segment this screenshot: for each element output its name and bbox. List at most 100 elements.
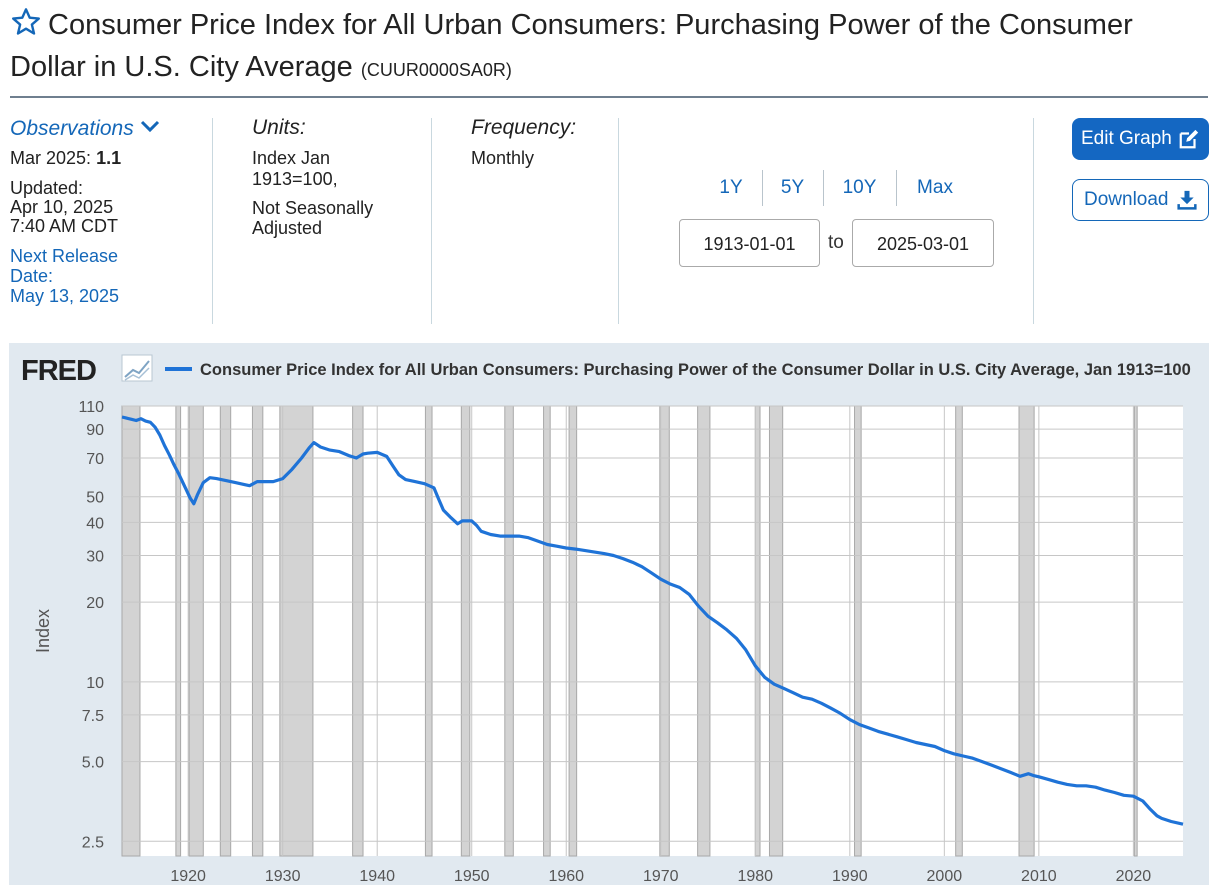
title-line1: Consumer Price Index for All Urban Consu… <box>48 9 1133 41</box>
recession-band <box>188 405 204 857</box>
recession-band <box>955 405 963 857</box>
recession-band <box>754 405 761 857</box>
header-divider <box>10 96 1208 98</box>
latest-observation: Mar 2025: 1.1 <box>10 148 200 169</box>
frequency-panel: Frequency: Monthly <box>471 116 611 169</box>
recession-band <box>1133 405 1138 857</box>
updated-label: Updated: <box>10 178 84 198</box>
title-text: Consumer Price Index for All Urban Consu… <box>10 4 1210 91</box>
chart-panel: FRED Consumer Price Index for All Urban … <box>9 343 1209 885</box>
updated-info: Updated: Apr 10, 2025 7:40 AM CDT <box>10 179 200 236</box>
vertical-gridlines <box>187 406 1134 856</box>
start-date-input[interactable]: 1913-01-01 <box>679 219 820 267</box>
recession-band <box>543 405 551 857</box>
download-button[interactable]: Download <box>1072 179 1209 221</box>
legend-label: Consumer Price Index for All Urban Consu… <box>200 361 1191 379</box>
x-tick-label: 1970 <box>643 868 679 885</box>
observation-value: 1.1 <box>96 148 122 168</box>
fred-logo-text: FRED <box>21 355 96 387</box>
fred-logo: FRED <box>21 354 153 387</box>
tab-divider <box>896 170 897 206</box>
chevron-down-icon <box>140 120 159 133</box>
recession-shading <box>121 405 1138 857</box>
y-tick-label: 50 <box>86 490 104 507</box>
x-axis-labels: 1920 1930 1940 1950 1960 1970 1980 1990 2000 2010… <box>170 868 1151 885</box>
y-tick-label: 40 <box>86 515 104 532</box>
end-date-input[interactable]: 2025-03-01 <box>852 219 994 267</box>
recession-band <box>568 405 578 857</box>
range-tab-max[interactable]: Max <box>917 177 953 198</box>
range-tab-10y[interactable]: 10Y <box>842 177 877 198</box>
y-tick-label: 7.5 <box>82 708 104 725</box>
y-tick-label: 2.5 <box>82 834 104 851</box>
range-to-label: to <box>828 232 844 253</box>
range-tab-1y[interactable]: 1Y <box>719 177 743 198</box>
column-divider <box>431 118 432 324</box>
edit-icon <box>1179 129 1199 149</box>
edit-graph-label: Edit Graph <box>1081 128 1172 149</box>
y-tick-label: 70 <box>86 451 104 468</box>
frequency-label: Frequency: <box>471 116 577 139</box>
observation-date: Mar 2025: <box>10 148 92 168</box>
download-label: Download <box>1084 189 1169 210</box>
range-tabs: 1Y 5Y 10Y Max <box>700 170 980 206</box>
x-tick-label: 1990 <box>832 868 868 885</box>
recession-band <box>219 405 232 857</box>
recession-band <box>1018 405 1035 857</box>
page-title: Consumer Price Index for All Urban Consu… <box>10 4 1210 91</box>
x-tick-label: 2010 <box>1021 868 1057 885</box>
star-outline-icon[interactable] <box>10 6 42 38</box>
x-tick-label: 1960 <box>548 868 584 885</box>
download-icon <box>1177 190 1197 210</box>
x-tick-label: 1950 <box>454 868 490 885</box>
recession-band <box>424 405 433 857</box>
y-tick-label: 10 <box>86 675 104 692</box>
range-tab-5y[interactable]: 5Y <box>780 177 805 198</box>
x-tick-label: 1980 <box>737 868 773 885</box>
updated-date: Apr 10, 2025 <box>10 197 114 217</box>
x-tick-label: 1920 <box>170 868 206 885</box>
y-tick-label: 30 <box>86 548 104 565</box>
frequency-value: Monthly <box>471 148 535 168</box>
y-tick-label: 110 <box>78 399 104 416</box>
series-id: (CUUR0000SA0R) <box>360 60 512 80</box>
recession-band <box>279 405 314 857</box>
recession-band <box>768 405 784 857</box>
y-axis-title: Index <box>33 609 53 653</box>
x-tick-label: 2000 <box>927 868 963 885</box>
title-line2: Dollar in U.S. City Average <box>10 51 353 83</box>
column-divider <box>618 118 619 324</box>
fred-logo-chart-icon <box>121 354 153 382</box>
edit-graph-button[interactable]: Edit Graph <box>1072 118 1209 160</box>
observations-panel: Observations Mar 2025: 1.1 Updated: Apr … <box>10 116 200 306</box>
recession-band <box>121 405 141 857</box>
recession-band <box>854 405 862 857</box>
y-axis-labels: 110 90 70 50 40 30 20 10 7.5 5.0 2.5 <box>78 399 104 851</box>
x-tick-label: 1930 <box>265 868 301 885</box>
y-tick-label: 5.0 <box>82 755 104 772</box>
recession-band <box>251 405 264 857</box>
units-adjustment: Not Seasonally Adjusted <box>252 198 374 238</box>
recession-band <box>504 405 514 857</box>
units-value: Index Jan 1913=100, <box>252 148 338 189</box>
y-tick-label: 20 <box>86 595 104 612</box>
x-tick-label: 1940 <box>359 868 395 885</box>
recession-band <box>460 405 471 857</box>
series-line <box>121 415 1184 826</box>
recession-band <box>352 405 364 857</box>
observations-toggle[interactable]: Observations <box>10 116 200 142</box>
units-label: Units: <box>252 116 306 139</box>
chart-svg: FRED Consumer Price Index for All Urban … <box>21 354 1191 885</box>
tab-divider <box>762 170 763 206</box>
recession-band <box>697 405 711 857</box>
y-tick-label: 90 <box>86 422 104 439</box>
next-release-date: May 13, 2025 <box>10 286 120 306</box>
column-divider <box>212 118 213 324</box>
x-tick-label: 2020 <box>1116 868 1152 885</box>
units-panel: Units: Index Jan 1913=100, Not Seasonall… <box>252 116 422 238</box>
updated-time: 7:40 AM CDT <box>10 216 119 236</box>
next-release-link[interactable]: Next Release Date: May 13, 2025 <box>10 246 140 306</box>
horizontal-gridlines <box>122 405 1183 842</box>
column-divider <box>1033 118 1034 324</box>
observations-label: Observations <box>10 117 134 140</box>
